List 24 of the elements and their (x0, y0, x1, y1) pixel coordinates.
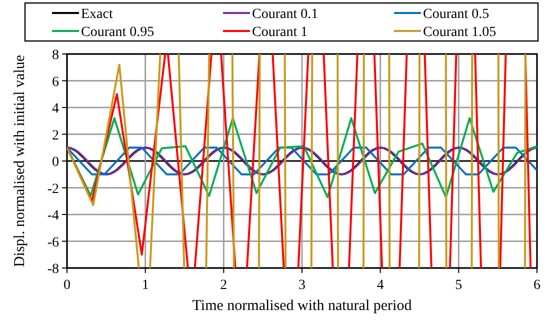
x-tick-label: 3 (298, 278, 306, 293)
x-tick-label: 6 (534, 278, 540, 293)
y-tick-label: 2 (52, 128, 59, 144)
x-tick-label: 0 (64, 278, 70, 293)
y-tick-label: -4 (47, 208, 59, 224)
x-tick-label: 5 (455, 278, 462, 293)
y-tick-label: -6 (47, 235, 59, 250)
legend-label: Courant 0.95 (81, 25, 154, 40)
y-tick-label: 0 (52, 155, 59, 170)
legend-label: Courant 1 (252, 25, 308, 40)
y-tick-label: 8 (52, 48, 59, 63)
x-tick-label: 4 (376, 278, 384, 293)
legend-label: Exact (81, 7, 113, 22)
legend-label: Courant 0.5 (423, 7, 490, 22)
y-tick-label: 4 (52, 102, 59, 116)
y-tick-label: 6 (52, 74, 59, 90)
legend-label: Courant 1.05 (423, 25, 496, 40)
y-axis-title: Displ. normalised with initial value (12, 54, 28, 268)
x-axis-title: Time normalised with natural period (192, 298, 412, 314)
legend-label: Courant 0.1 (252, 7, 318, 22)
y-tick-label: -8 (47, 262, 59, 277)
y-tick-label: -2 (47, 182, 59, 197)
x-tick-label: 1 (142, 278, 149, 293)
x-tick-label: 2 (220, 278, 228, 293)
